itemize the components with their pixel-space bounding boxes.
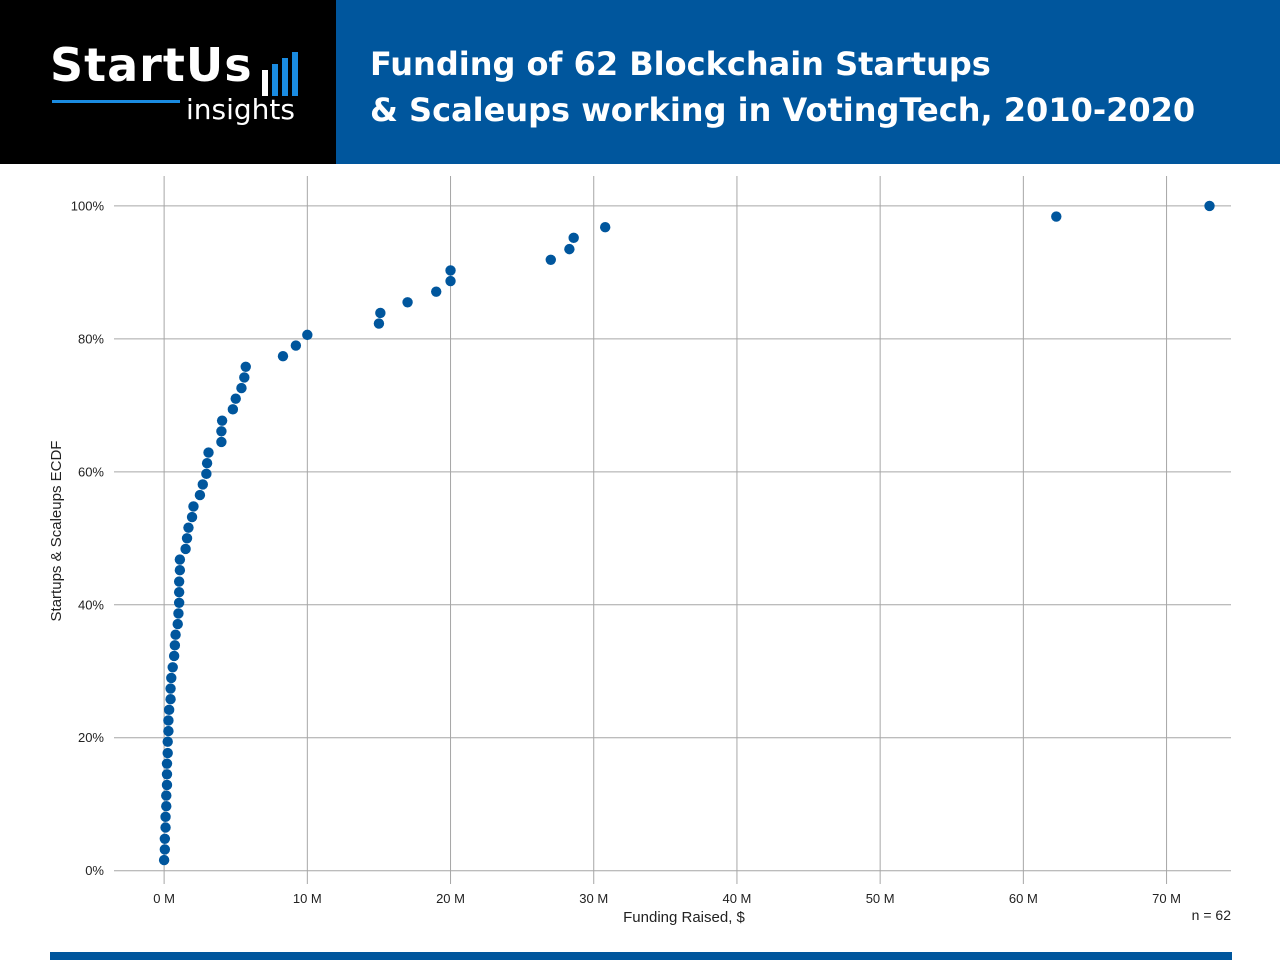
data-point [445,275,456,287]
data-point [188,501,199,512]
data-point [201,468,212,480]
y-tick-label: 60% [78,464,104,479]
data-point [375,307,386,319]
y-tick-label: 20% [78,730,104,745]
data-point [240,361,251,372]
data-point [197,479,208,490]
data-point [168,650,180,662]
chart-title-line-2: & Scaleups working in VotingTech, 2010-2… [370,91,1196,129]
x-tick-label: 70 M [1152,891,1181,906]
data-point [161,801,172,812]
data-point [194,489,206,501]
data-point [160,811,171,823]
data-point [568,232,579,244]
data-point [159,844,171,855]
data-point [216,426,227,437]
data-point [173,608,184,619]
data-point [1204,200,1215,212]
data-point [402,297,413,308]
data-point [290,340,302,351]
y-tick-label: 40% [78,597,104,612]
data-point [172,618,183,630]
ecdf-scatter-chart: 0 M 10 M 20 M 30 M 40 M 50 M 60 M 70 M 0% 20% 40% 6… [48,176,1232,926]
data-point [161,779,173,791]
x-tick-label: 20 M [436,891,465,906]
data-point [158,854,170,866]
data-point [174,554,186,565]
logo-subtext: insights [186,93,295,126]
data-point [236,382,247,394]
x-tick-label: 50 M [866,891,895,906]
bar-chart-icon [262,52,298,96]
data-point [161,758,173,769]
footer-bar [50,952,1232,960]
data-point [166,672,177,684]
data-point [216,415,228,426]
data-point [239,372,250,383]
data-point [564,243,575,255]
x-axis-label: Funding Raised, $ [623,909,745,926]
data-point [170,629,181,640]
data-point [181,533,193,544]
data-point [165,693,176,705]
data-point [445,265,456,276]
data-point [165,683,176,694]
data-point [203,447,214,458]
data-point [1051,211,1062,222]
data-point [173,576,185,587]
data-point [163,725,174,737]
y-axis-label: Startups & Scaleups ECDF [48,441,65,622]
data-point [216,436,227,448]
chart-title-line-1: Funding of 62 Blockchain Startups [370,45,991,83]
tick-labels: 0 M 10 M 20 M 30 M 40 M 50 M 60 M 70 M 0% 20% 40% 6… [71,198,1181,906]
data-point [160,822,171,833]
x-tick-label: 0 M [153,891,175,906]
x-tick-label: 10 M [293,891,322,906]
data-point [277,350,289,362]
data-point [167,662,178,673]
data-point [545,254,556,265]
title-banner: Funding of 62 Blockchain Startups & Scal… [336,0,1280,164]
logo-wordmark: StartUs [50,38,253,92]
data-points [158,200,1215,866]
data-point [162,736,173,747]
data-point [163,704,175,716]
sample-size-annotation: n = 62 [1192,907,1232,923]
data-point [373,318,385,329]
y-tick-label: 80% [78,331,104,346]
data-point [180,543,191,555]
data-point [431,286,442,297]
y-tick-label: 100% [71,198,105,213]
data-point [201,457,213,469]
data-point [159,833,171,844]
data-point [173,597,185,608]
data-point [186,511,198,523]
data-point [227,404,239,415]
logo-underline [52,100,180,103]
data-point [230,393,241,404]
data-point [169,640,181,651]
data-point [302,329,313,341]
x-tick-label: 40 M [722,891,751,906]
x-tick-label: 60 M [1009,891,1038,906]
grid [114,176,1231,884]
data-point [599,221,611,233]
data-point [173,586,185,598]
data-point [161,790,172,801]
logo: StartUs insights [0,0,336,164]
data-point [162,747,173,759]
data-point [161,769,173,780]
data-point [183,522,194,533]
x-tick-label: 30 M [579,891,608,906]
y-tick-label: 0% [85,863,104,878]
data-point [174,565,186,576]
data-point [163,715,174,726]
